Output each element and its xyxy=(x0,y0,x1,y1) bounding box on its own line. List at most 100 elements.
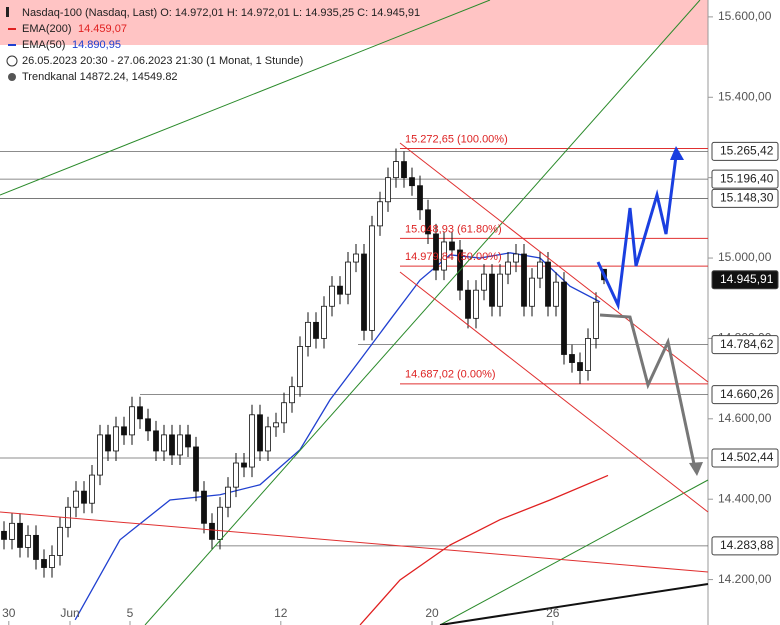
trendline xyxy=(144,0,701,625)
candle-body xyxy=(417,185,423,211)
candle-body xyxy=(425,209,431,235)
alert-zone xyxy=(0,0,708,45)
x-tick-label: Jun xyxy=(60,606,79,620)
price-box xyxy=(711,270,779,290)
candle-body xyxy=(73,490,79,508)
price-label: 15.265,42 xyxy=(720,144,774,158)
price-box xyxy=(711,169,779,189)
candle-body xyxy=(353,253,359,263)
arrowhead xyxy=(670,146,684,160)
candle-body xyxy=(241,462,247,468)
fib-label: 15.272,65 (100.00%) xyxy=(405,133,508,145)
legend-value: 14.459,07 xyxy=(78,23,127,35)
candle-body xyxy=(257,414,263,452)
price-box xyxy=(711,188,779,208)
candle-body xyxy=(569,354,575,363)
plot xyxy=(0,147,708,625)
y-tick-label: 14.600,00 xyxy=(718,411,772,425)
candle-body xyxy=(217,506,223,540)
y-tick-label: 15.000,00 xyxy=(718,250,772,264)
fib-label: 15.048,93 (61.80%) xyxy=(405,223,502,235)
legend-name: EMA(50) xyxy=(22,39,65,51)
price-box xyxy=(711,536,779,556)
price-label: 14.283,88 xyxy=(720,538,774,552)
candle-body xyxy=(9,522,15,540)
candle-body xyxy=(585,338,591,371)
candle-body xyxy=(1,530,7,540)
candle-body xyxy=(313,321,319,339)
candle-body xyxy=(497,273,503,307)
candle-body xyxy=(561,281,567,355)
y-tick-label: 15.600,00 xyxy=(718,9,772,23)
candle-body xyxy=(49,555,55,568)
candle-body xyxy=(329,285,335,307)
candle-body xyxy=(185,434,191,448)
price-label: 14.945,91 xyxy=(720,272,774,286)
x-tick-label: 5 xyxy=(127,606,134,620)
candle-body xyxy=(545,261,551,307)
candle-body xyxy=(121,426,127,436)
candle-body xyxy=(505,261,511,275)
candle-body xyxy=(17,522,23,548)
x-tick-label: 12 xyxy=(274,606,288,620)
candle-body xyxy=(137,406,143,420)
candle-body xyxy=(593,301,599,339)
candle-body xyxy=(393,161,399,179)
candle-body xyxy=(529,277,535,307)
trendline xyxy=(439,479,709,625)
drawings xyxy=(0,0,709,625)
candle-body xyxy=(113,426,119,452)
candle-body xyxy=(433,233,439,271)
y-tick-label: 14.200,00 xyxy=(718,572,772,586)
title: Nasdaq-100 (Nasdaq, Last) O: 14.972,01 H… xyxy=(22,7,420,19)
candle-body xyxy=(41,559,47,568)
candle-body xyxy=(481,273,487,291)
candle-body xyxy=(361,253,367,331)
candle-body xyxy=(513,253,519,263)
candle-body xyxy=(409,177,415,187)
candle-body xyxy=(537,261,543,279)
candle-body xyxy=(449,241,455,251)
candle-body xyxy=(193,446,199,492)
icon xyxy=(6,7,9,17)
candle-body xyxy=(441,241,447,271)
legend-name: EMA(200) xyxy=(22,23,72,35)
candle-body xyxy=(249,414,255,468)
candle-body xyxy=(473,289,479,319)
candle-body xyxy=(385,177,391,203)
candle-body xyxy=(577,362,583,371)
price-label: 14.784,62 xyxy=(720,337,774,351)
candle-body xyxy=(321,305,327,339)
candle-body xyxy=(177,434,183,456)
forecast-down xyxy=(599,313,696,465)
candle-body xyxy=(225,486,231,508)
candle-body xyxy=(465,289,471,319)
x-tick-label: 20 xyxy=(425,606,439,620)
period: 26.05.2023 20:30 - 27.06.2023 21:30 (1 M… xyxy=(22,55,303,67)
candle-body xyxy=(97,434,103,476)
price-box xyxy=(711,448,779,468)
candle-body xyxy=(289,386,295,404)
candle-body xyxy=(553,281,559,307)
forecast-up xyxy=(596,155,678,311)
ema-line xyxy=(359,474,609,625)
y-tick-label: 14.400,00 xyxy=(718,491,772,505)
candle-body xyxy=(377,201,383,227)
price-box xyxy=(711,335,779,355)
candle-body xyxy=(25,534,31,548)
candle-body xyxy=(369,225,375,331)
candle-body xyxy=(129,406,135,436)
candle-body xyxy=(201,490,207,524)
trendline xyxy=(439,583,709,625)
candle-body xyxy=(273,422,279,428)
icon xyxy=(8,73,16,81)
candle-body xyxy=(33,534,39,560)
trend-channel: Trendkanal 14872.24, 14549.82 xyxy=(22,71,178,83)
fib-label: 14.687,02 (0.00%) xyxy=(405,369,496,381)
candle-body xyxy=(153,430,159,452)
legend-value: 14.890,95 xyxy=(72,39,121,51)
candle-body xyxy=(265,426,271,452)
candle-body xyxy=(105,434,111,452)
